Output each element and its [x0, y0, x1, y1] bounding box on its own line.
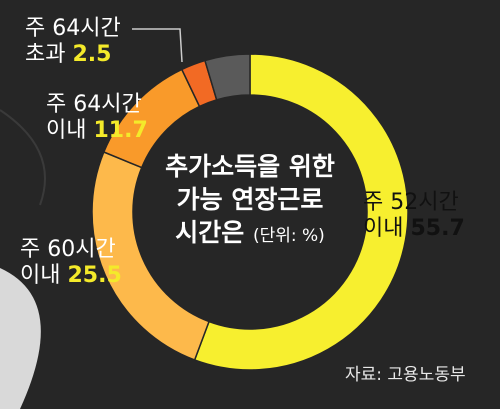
donut-slice-0: [193, 53, 409, 371]
slice-value-label: 2.5: [72, 42, 112, 67]
slice-label-line: 주 52시간: [363, 190, 459, 215]
unit-label: (단위: %): [252, 226, 325, 246]
slice-value-label: 55.7: [410, 216, 465, 241]
slice-label-line: 초과: [25, 42, 66, 67]
slice-value-label: 25.5: [67, 263, 122, 288]
slice-label-line: 이내: [46, 118, 87, 143]
center-title-line-3: 시간은: [175, 218, 245, 247]
slice-value-label: 11.7: [93, 118, 148, 143]
source-note: 자료: 고용노동부: [345, 365, 466, 385]
center-title: 추가소득을 위한 가능 연장근로 시간은 (단위: %): [150, 150, 350, 253]
slice-label-over-64h: 주 64시간 초과 2.5: [25, 16, 121, 68]
slice-label-within-60h: 주 60시간 이내 25.5: [20, 237, 122, 289]
donut-slice-4: [204, 53, 251, 101]
slice-label-line: 주 60시간: [20, 237, 116, 262]
slice-label-within-52h: 주 52시간 이내 55.7: [363, 190, 465, 242]
center-title-line-2: 가능 연장근로: [176, 185, 324, 214]
slice-label-line: 주 64시간: [46, 92, 142, 117]
center-title-line-1: 추가소득을 위한: [165, 152, 335, 181]
slice-label-line: 이내: [363, 216, 404, 241]
slice-label-line: 이내: [20, 263, 61, 288]
slice-label-within-64h: 주 64시간 이내 11.7: [46, 92, 148, 144]
decorative-arc: [0, 109, 46, 206]
corner-decoration: [0, 268, 41, 409]
leader-line: [132, 28, 183, 63]
slice-label-line: 주 64시간: [25, 16, 121, 41]
